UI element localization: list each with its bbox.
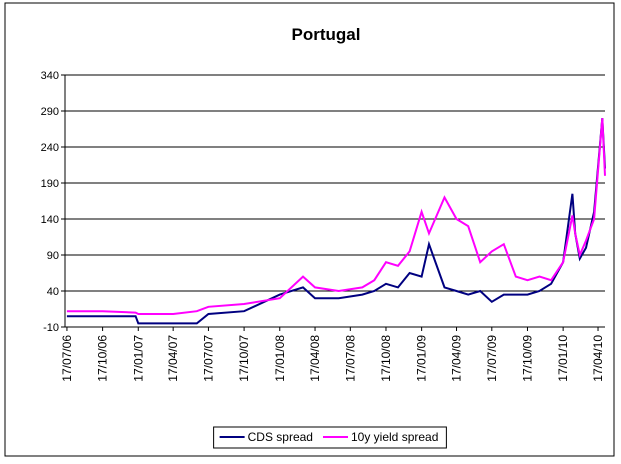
x-tick-label: 17/07/09 xyxy=(485,335,499,382)
x-tick-label: 17/01/09 xyxy=(415,335,429,382)
y-tick-label: 240 xyxy=(41,142,59,154)
x-tick-label: 17/01/08 xyxy=(273,335,287,382)
x-tick-label: 17/01/10 xyxy=(556,335,570,382)
x-tick-label: 17/10/08 xyxy=(379,335,393,382)
x-tick-label: 17/10/09 xyxy=(520,335,534,382)
y-tick-label: -10 xyxy=(43,322,59,334)
series-line xyxy=(66,118,606,325)
series-line xyxy=(66,118,606,315)
x-tick-label: 17/04/08 xyxy=(308,335,322,382)
y-tick-label: 40 xyxy=(47,286,59,298)
chart-frame xyxy=(4,2,615,457)
y-tick-label: 190 xyxy=(41,178,59,190)
x-tick-label: 17/04/07 xyxy=(166,335,180,382)
y-tick-label: 290 xyxy=(41,106,59,118)
y-tick-label: 140 xyxy=(41,214,59,226)
legend-label: 10y yield spread xyxy=(351,430,438,444)
y-tick-label: 340 xyxy=(41,70,59,82)
legend: CDS spread 10y yield spread xyxy=(213,426,447,449)
x-tick-label: 17/04/10 xyxy=(591,335,605,382)
x-tick-label: 17/07/06 xyxy=(60,335,74,382)
legend-label: CDS spread xyxy=(248,430,313,444)
chart-title: Portugal xyxy=(292,25,361,44)
x-tick-label: 17/04/09 xyxy=(450,335,464,382)
x-tick-label: 17/07/08 xyxy=(343,335,357,382)
x-tick-label: 17/07/07 xyxy=(201,335,215,382)
x-tick-label: 17/10/07 xyxy=(237,335,251,382)
x-tick-label: 17/10/06 xyxy=(96,335,110,382)
x-tick-label: 17/01/07 xyxy=(131,335,145,382)
y-tick-label: 90 xyxy=(47,250,59,262)
